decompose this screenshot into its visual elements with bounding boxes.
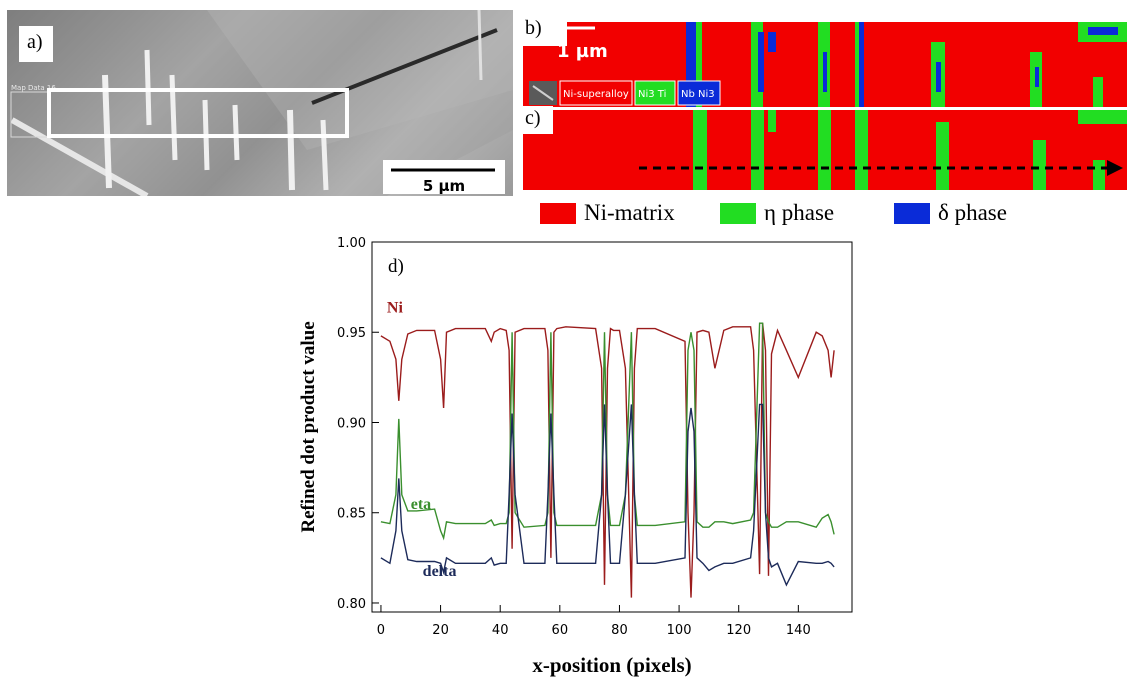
phase-tag-ni-superalloy-text: Ni-superalloy [563, 89, 629, 100]
x-tick-label: 20 [432, 623, 449, 638]
legend-swatch-eta [720, 202, 756, 224]
ticks-group: 0 20 40 60 80 100 120 140 0.80 0.85 0.90 0.95 1.00 [337, 236, 811, 638]
map-data-overlay-text: Map Data 16 [11, 84, 56, 92]
dot-product-chart: 0 20 40 60 80 100 120 140 0.80 0.85 0.90 0.95 1.00 d… [290, 232, 880, 682]
scale-bar-label-b: 1 µm [557, 41, 608, 62]
phase-tag-ni3ti-text: Ni3 Ti [638, 89, 666, 100]
y-tick-label: 0.95 [337, 326, 366, 341]
legend-item-delta: δ phase [894, 200, 1007, 226]
scale-bar-box [383, 160, 505, 194]
phase-tag-ni-superalloy [559, 80, 633, 106]
phase-legend: Ni-matrix η phase δ phase [540, 196, 1060, 232]
selection-box [47, 88, 349, 138]
ebsd-phase-map-b: 1 µm Ni-superalloy Ni3 Ti Nb Ni3 [523, 22, 1127, 107]
legend-item-ni-matrix: Ni-matrix [540, 200, 675, 226]
plot-frame [371, 241, 853, 613]
legend-swatch-ni-matrix [540, 202, 576, 224]
x-tick-label: 140 [786, 623, 811, 638]
series-line-eta [380, 322, 835, 541]
y-tick-label: 0.85 [337, 507, 366, 522]
sem-needle [10, 117, 149, 196]
x-tick-label: 60 [552, 623, 569, 638]
panel-b-label: b) [523, 16, 548, 42]
series-label-ni: Ni [387, 299, 404, 316]
panel-d-label: d) [388, 256, 404, 277]
phase-tag-nbni3 [677, 80, 721, 106]
arrow-head-icon [1107, 160, 1123, 176]
series-line-Ni [380, 323, 835, 598]
legend-swatch-delta [894, 202, 930, 224]
x-tick-label: 0 [377, 623, 385, 638]
sem-image: Map Data 16 5 µm [7, 10, 513, 196]
legend-label-delta: δ phase [938, 200, 1007, 225]
ebsd-phase-map-c [523, 110, 1127, 190]
x-tick-label: 100 [667, 623, 692, 638]
x-tick-label: 120 [726, 623, 751, 638]
chart-svg: 0 20 40 60 80 100 120 140 0.80 0.85 0.90 0.95 1.00 d… [298, 236, 853, 677]
series-label-eta: eta [411, 496, 431, 513]
series-line-delta [380, 403, 835, 587]
y-tick-label: 0.90 [337, 416, 366, 431]
scale-bar-label: 5 µm [423, 177, 465, 195]
legend-label-eta: η phase [764, 200, 835, 225]
y-axis-label: Refined dot product value [298, 321, 319, 532]
legend-label-ni-matrix: Ni-matrix [584, 200, 675, 225]
x-tick-label: 80 [611, 623, 628, 638]
y-tick-label: 1.00 [337, 236, 366, 251]
x-axis-label: x-position (pixels) [532, 653, 691, 677]
series-label-delta: delta [423, 563, 457, 580]
legend-item-eta: η phase [720, 200, 834, 226]
panel-a-label: a) [19, 26, 53, 62]
sem-image-panel: Map Data 16 5 µm [7, 10, 513, 196]
x-tick-label: 40 [492, 623, 509, 638]
phase-tag-nbni3-text: Nb Ni3 [681, 89, 715, 100]
panel-c-label: c) [523, 106, 553, 134]
phase-tag-ni3ti [634, 80, 676, 106]
series-group [380, 322, 835, 598]
y-tick-label: 0.80 [337, 597, 366, 612]
